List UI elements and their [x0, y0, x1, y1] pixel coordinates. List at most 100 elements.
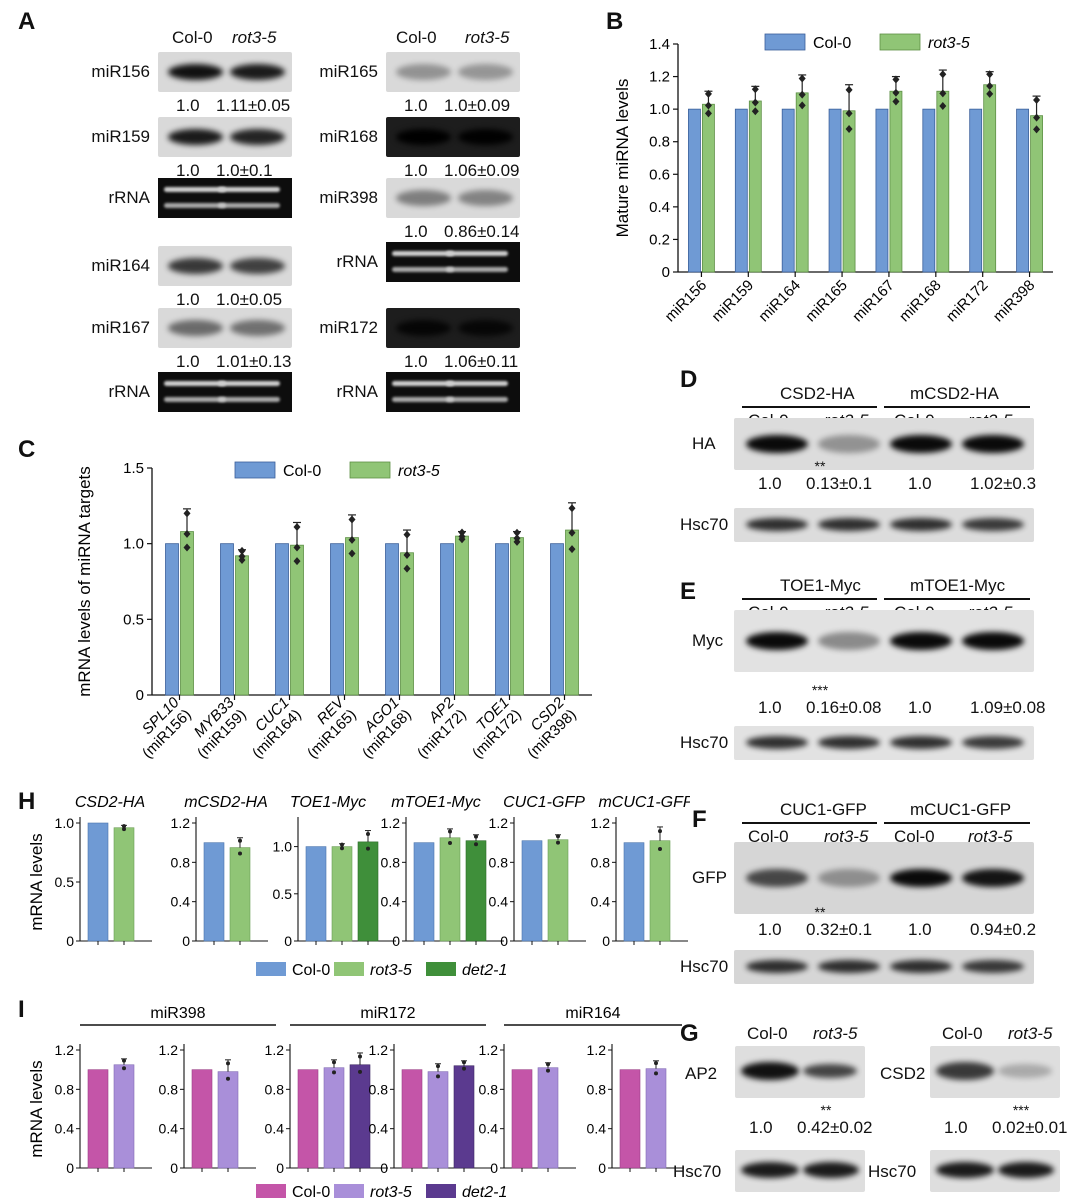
x-tick-label-group: miR165 [802, 277, 851, 326]
rrna-band-upper [392, 251, 454, 256]
g-left-value-1: 0.42±0.02 [797, 1118, 873, 1137]
x-tick-label-group: miR159 [709, 277, 758, 326]
y-tick-label: 0.8 [479, 1081, 499, 1097]
panelD-hsc70-band-0 [746, 518, 808, 531]
panelD-band-2 [890, 435, 952, 453]
panelE-blot-main [734, 610, 1034, 672]
legend-label-0: Col-0 [292, 962, 330, 979]
panelD-hsc70-band-3 [962, 518, 1024, 531]
a-right-header-col0: Col-0 [396, 28, 437, 47]
legend-label-2: det2-1 [462, 1184, 507, 1198]
y-tick-label: 0 [182, 933, 190, 949]
bar [537, 1067, 559, 1169]
bar-col0 [781, 108, 795, 273]
bar [217, 1071, 239, 1169]
data-point [658, 829, 662, 834]
y-tick-label: 0.2 [649, 231, 670, 248]
panelF-lane-label-3: rot3-5 [968, 827, 1013, 846]
y-tick-label: 0 [380, 1160, 388, 1176]
bar [191, 1069, 213, 1169]
y-tick-label: 1.0 [649, 101, 670, 118]
data-point [226, 1061, 230, 1066]
rrna-band-lower [164, 397, 226, 402]
legend-label-rot35: rot3-5 [928, 35, 970, 52]
legend-label-2: det2-1 [462, 962, 507, 979]
y-tick-label: 0.8 [489, 854, 509, 870]
subplot-title: mCSD2-HA [184, 795, 268, 811]
data-point [513, 537, 521, 546]
bar [229, 847, 251, 942]
data-point [892, 75, 900, 84]
bar-col0 [922, 108, 936, 273]
data-point [845, 85, 853, 94]
x-tick-label: miR172 [943, 277, 992, 326]
bar [645, 1068, 667, 1169]
legend-label-col0: Col-0 [813, 35, 851, 52]
bar [113, 827, 135, 942]
a-right-rrna-blot-3 [386, 242, 520, 282]
y-tick-label: 1.0 [123, 536, 144, 553]
blot-band-col0 [396, 64, 451, 80]
data-point [546, 1062, 550, 1067]
rrna-band-upper [218, 381, 280, 386]
bar [623, 842, 645, 942]
data-point [892, 88, 900, 97]
bar-col0 [275, 543, 289, 696]
panelD-group1-label: CSD2-HA [780, 384, 855, 403]
data-point [986, 89, 994, 98]
a-left-quant-rot-0: 1.11±0.05 [216, 96, 291, 115]
a-right-rrna-blot-5 [386, 372, 520, 412]
y-tick-label: 0.5 [123, 611, 144, 628]
data-point [293, 523, 301, 532]
data-point [939, 70, 947, 79]
panelF-group2-line [884, 822, 1030, 824]
bar-rot35 [345, 537, 359, 696]
a-left-quant-col0-3: 1.0 [176, 290, 200, 309]
a-left-quant-rot-1: 1.0±0.1 [216, 161, 273, 180]
y-tick-label: 0.4 [369, 1121, 389, 1137]
y-tick-label: 1.4 [649, 36, 670, 53]
panel-b-chart: 0 0.2 0.4 0.6 0.8 1.0 1.2 1.4 miR156miR159miR164… [613, 33, 1053, 326]
panelE-row2-label: Hsc70 [680, 733, 729, 752]
g-right-hsc70-band-0 [936, 1162, 994, 1178]
a-left-quant-rot-3: 1.0±0.05 [216, 290, 283, 309]
panelE-group1-label: TOE1-Myc [780, 576, 861, 595]
y-tick-label: 0 [500, 933, 508, 949]
panelF-row1-label: GFP [692, 868, 727, 887]
data-point [798, 101, 806, 110]
legend-swatch-2 [426, 962, 456, 976]
a-left-blot-1 [158, 117, 292, 157]
a-left-header-col0: Col-0 [172, 28, 213, 47]
y-tick-label: 0 [66, 1160, 74, 1176]
panelE-group2-line [884, 598, 1030, 600]
blot-band-col0 [396, 320, 451, 336]
panelE-blot-hsc70 [734, 726, 1034, 760]
data-point [436, 1064, 440, 1069]
g-right-value-1: 0.02±0.01 [992, 1118, 1068, 1137]
y-tick-label: 0.6 [649, 166, 670, 183]
blot-band-col0 [396, 190, 451, 206]
panelF-band-2 [890, 869, 952, 887]
bar-col0 [440, 543, 454, 696]
data-point [568, 504, 576, 513]
panelF-value-1: 0.32±0.1 [806, 920, 873, 939]
bar [331, 846, 353, 942]
y-tick-label: 0.4 [381, 894, 401, 910]
g-left-hsc70-band-1 [803, 1162, 859, 1178]
data-point [939, 89, 947, 98]
bar [649, 840, 671, 942]
bar-col0 [385, 543, 399, 696]
g-left-row-label: AP2 [685, 1064, 718, 1083]
x-tick-label-group: CSD2(miR398) [524, 694, 580, 762]
bar-rot35 [510, 537, 524, 696]
panelE-hsc70-band-3 [962, 736, 1024, 749]
data-point [704, 89, 712, 98]
g-right-hsc70-band-1 [998, 1162, 1054, 1178]
data-point [751, 85, 759, 94]
panel-b-label: B [606, 8, 624, 35]
bar-rot35 [889, 90, 903, 273]
bar [453, 1065, 475, 1169]
bar-col0 [828, 108, 842, 273]
y-tick-label: 1.5 [123, 460, 144, 477]
